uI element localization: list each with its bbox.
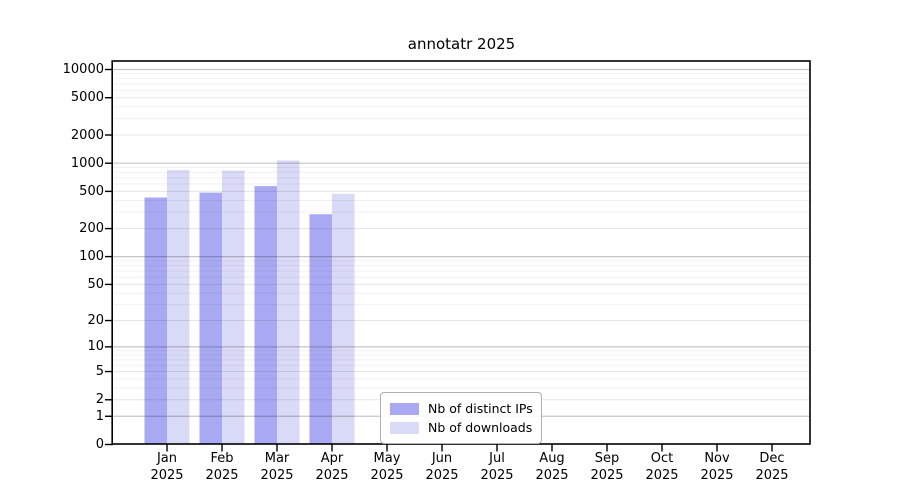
y-tick-label: 200: [79, 221, 104, 237]
x-tick-label: Sep 2025: [590, 451, 624, 483]
y-tick-label: 1000: [70, 155, 104, 171]
legend: Nb of distinct IPs Nb of downloads: [380, 392, 542, 444]
y-tick-label: 5000: [70, 90, 104, 106]
x-tick-label: Apr 2025: [315, 451, 349, 483]
bar-distinct-ips: [309, 214, 332, 444]
bar-distinct-ips: [254, 186, 277, 444]
bar-distinct-ips: [199, 192, 222, 444]
x-tick-label: May 2025: [370, 451, 404, 483]
x-tick-label: Feb 2025: [205, 451, 239, 483]
bar-downloads: [277, 160, 300, 445]
y-tick-label: 10: [87, 339, 104, 355]
legend-entry-distinct-ips: Nb of distinct IPs: [390, 400, 533, 417]
axes-spines: [111, 60, 811, 445]
legend-swatch-downloads: [390, 421, 419, 434]
y-tick-label: 50: [87, 276, 104, 292]
x-tick-label: Dec 2025: [755, 451, 789, 483]
y-tick-label: 5: [95, 364, 104, 380]
y-tick-label: 0: [95, 437, 104, 452]
bar-downloads: [167, 170, 190, 444]
legend-label-distinct-ips: Nb of distinct IPs: [428, 401, 533, 416]
chart-title: annotatr 2025: [407, 35, 516, 53]
legend-entry-downloads: Nb of downloads: [390, 419, 533, 436]
y-tick-label: 500: [79, 183, 104, 199]
y-tick-label: 1: [95, 408, 104, 424]
y-tick-label: 2: [95, 392, 104, 408]
bar-downloads: [332, 193, 355, 444]
y-tick-label: 10000: [62, 61, 104, 77]
bar-downloads: [222, 170, 245, 445]
x-tick-label: Jan 2025: [150, 451, 184, 483]
bar-distinct-ips: [144, 197, 167, 444]
x-tick-label: Jun 2025: [425, 451, 459, 483]
y-tick-label: 2000: [70, 127, 104, 143]
legend-swatch-distinct-ips: [390, 402, 419, 415]
legend-label-downloads: Nb of downloads: [428, 420, 533, 435]
y-tick-label: 100: [79, 249, 104, 265]
x-tick-label: Mar 2025: [260, 451, 294, 483]
x-tick-label: Nov 2025: [700, 451, 734, 483]
x-tick-label: Jul 2025: [480, 451, 514, 483]
x-tick-label: Oct 2025: [645, 451, 679, 483]
y-tick-label: 20: [87, 313, 104, 329]
x-tick-label: Aug 2025: [535, 451, 569, 483]
